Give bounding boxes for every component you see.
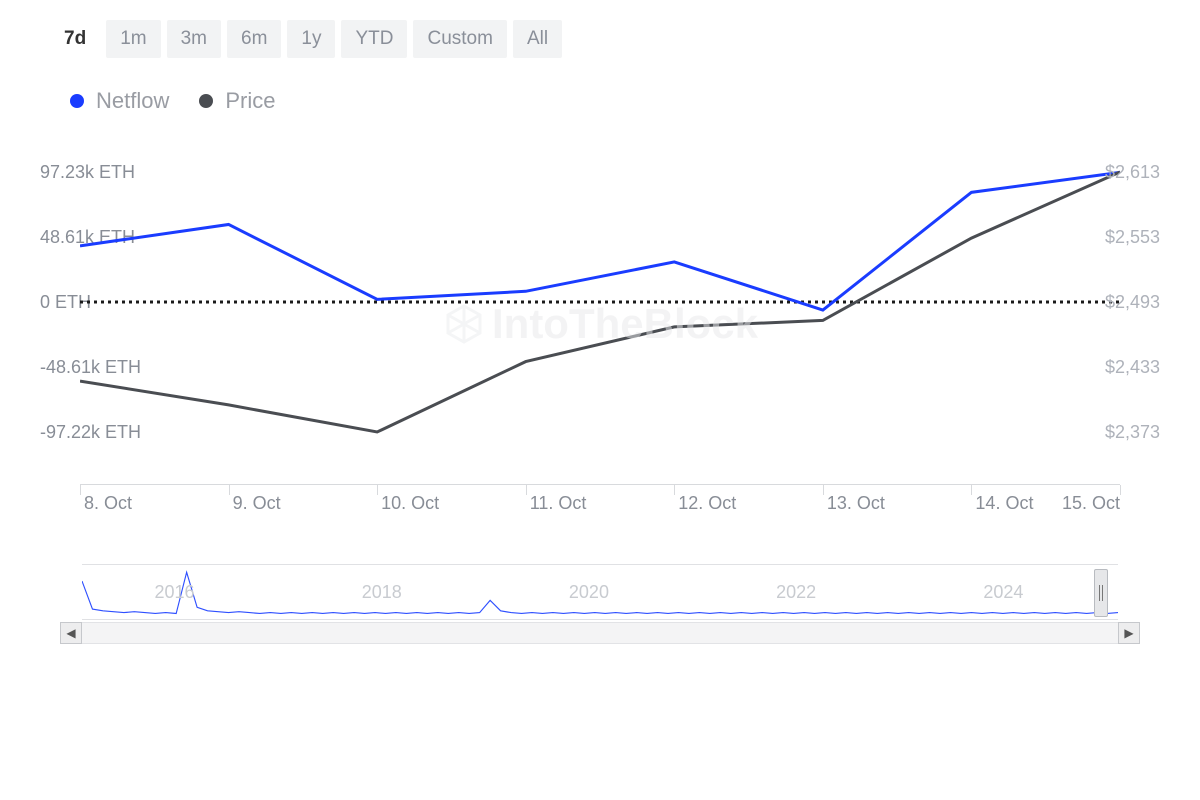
scroll-left-button[interactable]: ◀ bbox=[60, 622, 82, 644]
tab-6m[interactable]: 6m bbox=[227, 20, 281, 58]
x-tick-label: 12. Oct bbox=[678, 493, 736, 514]
tab-all[interactable]: All bbox=[513, 20, 562, 58]
legend-marker-icon bbox=[199, 94, 213, 108]
chart-svg bbox=[80, 164, 1120, 484]
x-tick bbox=[229, 485, 230, 495]
x-axis: 8. Oct 9. Oct 10. Oct 11. Oct 12. Oct 13. Oct… bbox=[80, 484, 1120, 524]
x-tick-label: 9. Oct bbox=[233, 493, 281, 514]
chart-widget: 7d1m3m6m1yYTDCustomAll Netflow Price 97.2… bbox=[0, 0, 1200, 664]
navigator-year-label: 2020 bbox=[569, 582, 609, 603]
x-tick-label: 15. Oct bbox=[1062, 493, 1120, 514]
navigator-year-label: 2018 bbox=[362, 582, 402, 603]
x-tick bbox=[971, 485, 972, 495]
y-right-tick-label: $2,553 bbox=[1105, 227, 1160, 248]
scroll-right-button[interactable]: ▶ bbox=[1118, 622, 1140, 644]
legend-item-netflow[interactable]: Netflow bbox=[70, 88, 169, 114]
y-right-tick-label: $2,613 bbox=[1105, 162, 1160, 183]
navigator-year-label: 2024 bbox=[983, 582, 1023, 603]
navigator-handle[interactable] bbox=[1094, 569, 1108, 617]
navigator-year-label: 2016 bbox=[155, 582, 195, 603]
x-tick-label: 8. Oct bbox=[84, 493, 132, 514]
x-tick bbox=[823, 485, 824, 495]
y-right-tick-label: $2,373 bbox=[1105, 422, 1160, 443]
chevron-right-icon: ▶ bbox=[1124, 626, 1133, 640]
legend-item-price[interactable]: Price bbox=[199, 88, 275, 114]
x-tick bbox=[674, 485, 675, 495]
x-tick-label: 10. Oct bbox=[381, 493, 439, 514]
legend-marker-icon bbox=[70, 94, 84, 108]
tab-7d[interactable]: 7d bbox=[50, 20, 100, 58]
x-tick bbox=[1120, 485, 1121, 495]
tab-1m[interactable]: 1m bbox=[106, 20, 160, 58]
navigator-plot[interactable]: 2016 2018 2020 2022 2024 bbox=[82, 564, 1118, 620]
legend-label: Netflow bbox=[96, 88, 169, 114]
y-right-tick-label: $2,433 bbox=[1105, 357, 1160, 378]
navigator-year-label: 2022 bbox=[776, 582, 816, 603]
x-tick-label: 13. Oct bbox=[827, 493, 885, 514]
x-tick bbox=[80, 485, 81, 495]
legend-label: Price bbox=[225, 88, 275, 114]
chart-legend: Netflow Price bbox=[70, 88, 1160, 114]
tab-3m[interactable]: 3m bbox=[167, 20, 221, 58]
tab-ytd[interactable]: YTD bbox=[341, 20, 407, 58]
tab-1y[interactable]: 1y bbox=[287, 20, 335, 58]
tab-custom[interactable]: Custom bbox=[413, 20, 506, 58]
x-tick bbox=[377, 485, 378, 495]
navigator[interactable]: 2016 2018 2020 2022 2024 ◀ ▶ bbox=[60, 564, 1140, 644]
chart-plot[interactable]: IntoTheBlock bbox=[80, 164, 1120, 484]
main-chart-area: 97.23k ETH48.61k ETH0 ETH-48.61k ETH-97.… bbox=[40, 164, 1160, 524]
x-tick-label: 14. Oct bbox=[975, 493, 1033, 514]
chevron-left-icon: ◀ bbox=[66, 626, 75, 640]
navigator-scrollbar: ◀ ▶ bbox=[60, 622, 1140, 644]
x-tick bbox=[526, 485, 527, 495]
x-tick-label: 11. Oct bbox=[530, 493, 587, 514]
time-range-tabs: 7d1m3m6m1yYTDCustomAll bbox=[50, 20, 1160, 58]
y-right-tick-label: $2,493 bbox=[1105, 292, 1160, 313]
scroll-track[interactable] bbox=[82, 622, 1118, 644]
